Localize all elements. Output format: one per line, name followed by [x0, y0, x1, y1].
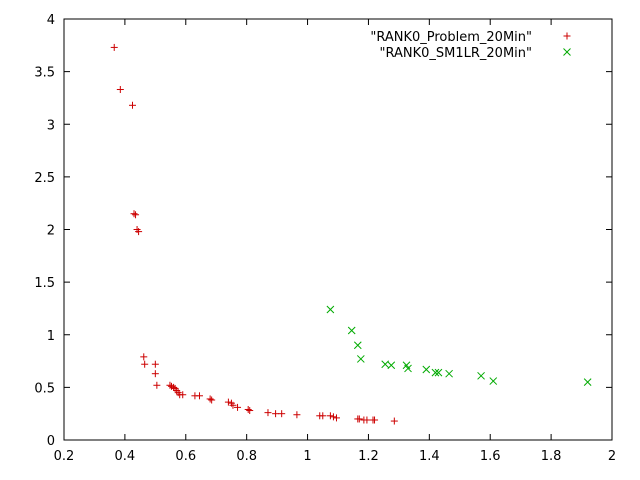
x-tick-label: 1.8 — [541, 449, 562, 464]
data-point-problem — [179, 391, 187, 399]
data-point-sm1lr — [347, 326, 356, 335]
data-point-problem — [151, 360, 159, 368]
data-point-problem — [224, 398, 232, 406]
data-point-problem — [355, 415, 363, 423]
legend-label: "RANK0_SM1LR_20Min" — [379, 46, 532, 61]
y-tick-label: 3.5 — [34, 66, 55, 81]
x-tick-label: 0.8 — [236, 449, 257, 464]
legend-marker — [563, 48, 571, 56]
data-point-problem — [332, 414, 340, 422]
x-tick-label: 1 — [303, 449, 311, 464]
legend-label: "RANK0_Problem_20Min" — [370, 30, 532, 45]
data-point-problem — [326, 412, 334, 420]
data-point-problem — [132, 211, 140, 219]
data-point-problem — [363, 416, 371, 424]
data-point-problem — [329, 413, 337, 421]
data-point-problem — [246, 407, 254, 415]
data-point-sm1lr — [356, 355, 365, 363]
data-point-sm1lr — [431, 368, 440, 377]
data-point-sm1lr — [434, 368, 443, 377]
data-point-problem — [130, 210, 138, 218]
data-points — [110, 43, 592, 425]
data-point-problem — [206, 395, 214, 403]
data-point-sm1lr — [326, 305, 335, 314]
data-point-problem — [272, 410, 280, 418]
data-point-problem — [135, 228, 143, 236]
y-tick-label: 2 — [47, 224, 55, 239]
y-tick-label: 0 — [47, 434, 55, 449]
legend-marker — [563, 32, 571, 40]
data-point-problem — [208, 396, 216, 404]
data-point-sm1lr — [477, 371, 485, 380]
data-point-problem — [141, 360, 149, 368]
x-tick-label: 0.2 — [54, 449, 75, 464]
x-tick-label: 1.6 — [480, 449, 501, 464]
data-point-problem — [195, 392, 203, 400]
data-point-problem — [319, 412, 327, 420]
data-point-problem — [278, 410, 286, 418]
x-tick-label: 2 — [608, 449, 616, 464]
y-tick-label: 1.5 — [34, 276, 55, 291]
data-point-sm1lr — [489, 377, 498, 385]
data-point-sm1lr — [583, 378, 592, 386]
data-point-problem — [244, 405, 252, 413]
legend: "RANK0_Problem_20Min""RANK0_SM1LR_20Min" — [370, 30, 571, 61]
data-point-problem — [110, 43, 118, 51]
plot-frame — [63, 18, 613, 441]
data-point-problem — [390, 417, 398, 425]
y-tick-label: 3 — [47, 118, 55, 133]
data-point-sm1lr — [422, 365, 431, 374]
data-point-problem — [293, 411, 301, 419]
x-tick-label: 1.4 — [419, 449, 440, 464]
data-point-sm1lr — [387, 361, 396, 370]
y-tick-label: 2.5 — [34, 171, 55, 186]
data-point-problem — [129, 101, 136, 109]
data-point-problem — [371, 416, 379, 424]
data-point-sm1lr — [404, 364, 412, 373]
x-tick-label: 0.6 — [175, 449, 196, 464]
data-point-problem — [140, 353, 148, 361]
x-tick-label: 1.2 — [358, 449, 379, 464]
y-tick-label: 0.5 — [34, 381, 55, 396]
data-point-sm1lr — [381, 360, 390, 369]
data-point-sm1lr — [353, 341, 362, 350]
y-tick-label: 1 — [47, 329, 55, 344]
data-point-sm1lr — [445, 369, 453, 378]
data-point-problem — [153, 381, 161, 389]
x-tick-label: 0.4 — [115, 449, 136, 464]
axes: 0.2 0.4 0.6 0.8 1 1.2 1.4 1.6 1.8 2 0 0.5 1 1.5 2 2.5 3 3… — [34, 13, 616, 464]
data-point-problem — [264, 409, 272, 417]
data-point-problem — [151, 370, 159, 378]
data-point-problem — [166, 381, 174, 389]
data-point-problem — [170, 383, 178, 391]
data-point-problem — [234, 403, 242, 411]
data-point-problem — [116, 86, 124, 94]
data-point-problem — [229, 401, 237, 409]
y-tick-label: 4 — [47, 13, 55, 28]
